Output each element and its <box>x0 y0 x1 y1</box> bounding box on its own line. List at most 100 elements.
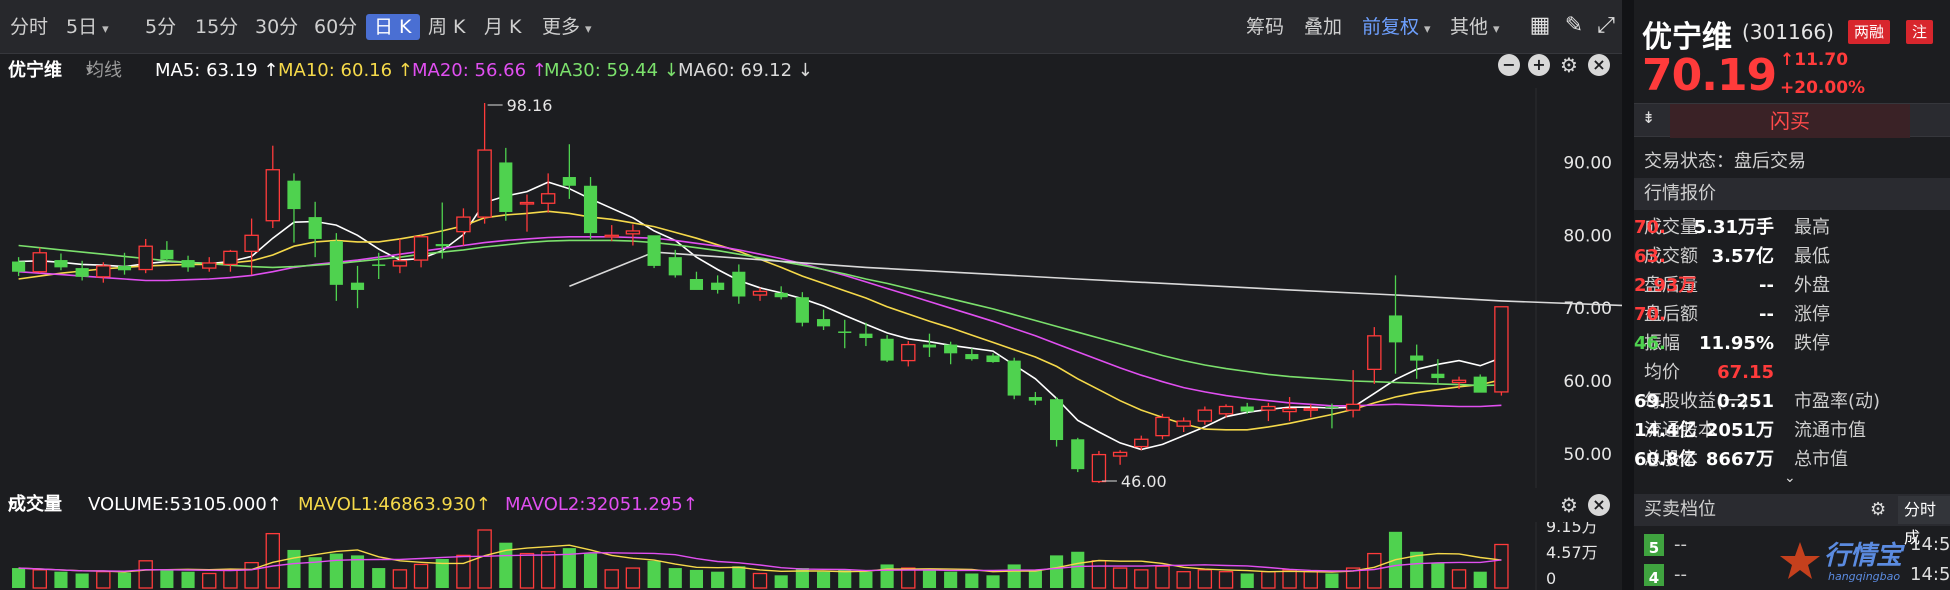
y-tick-label: 50.00 <box>1563 445 1612 465</box>
orderbook-row[interactable]: 4 -- 14:5 <box>1634 561 1950 589</box>
close-icon[interactable]: × <box>1588 494 1610 516</box>
ma-legend-bar: 优宁维 均线 ▾ MA5: 63.19 ↑ MA10: 60.16 ↑ MA20… <box>0 54 1622 88</box>
candle-body <box>32 252 47 273</box>
gear-icon[interactable]: ⚙ <box>1560 493 1578 517</box>
volume-bar <box>774 575 788 588</box>
overlay-button[interactable]: 叠加 <box>1304 16 1343 38</box>
quote-label: 总股本 <box>1644 449 1698 470</box>
collapse-icon[interactable]: ⇟ <box>1642 108 1656 127</box>
volume-bar <box>647 560 661 588</box>
volume-bar <box>1303 571 1318 589</box>
chart-stock-name: 优宁维 <box>8 60 62 81</box>
tab-30min[interactable]: 30分 <box>255 16 299 38</box>
candle-body <box>1112 451 1128 457</box>
candle-body <box>965 354 979 360</box>
y-tick-label: 80.00 <box>1563 226 1612 246</box>
volume-bar <box>329 553 343 588</box>
quote-label: 盘后量 <box>1644 275 1698 296</box>
close-icon[interactable]: × <box>1588 54 1610 76</box>
tab-15min[interactable]: 15分 <box>195 16 239 38</box>
candle-body <box>160 249 174 260</box>
minus-icon[interactable]: − <box>1498 54 1520 76</box>
candle-body <box>477 149 492 218</box>
quote-row: 盘后额 -- 涨停 70. <box>1634 301 1950 329</box>
margin-badge[interactable]: 两融 <box>1848 20 1891 44</box>
candle-body <box>1049 399 1064 441</box>
quote-label: 跌停 <box>1794 333 1830 354</box>
volume-bar <box>965 573 979 588</box>
ma5-value: MA5: 63.19 ↑ <box>155 60 279 81</box>
more-periods-button[interactable]: 更多 ▾ <box>542 16 592 38</box>
volume-bar <box>562 548 576 588</box>
tab-monthly-k[interactable]: 月 K <box>484 16 522 38</box>
ma20-value: MA20: 56.66 ↑ <box>412 60 547 81</box>
candle-body <box>647 235 661 266</box>
volume-bar <box>880 564 894 588</box>
quote-label: 最高 <box>1794 217 1830 238</box>
tab-5day[interactable]: 5日 ▾ <box>66 16 109 38</box>
candle-body <box>1473 376 1487 393</box>
candle-body <box>859 333 873 339</box>
note-badge[interactable]: 注 <box>1906 20 1934 44</box>
volume-chart[interactable]: 9.15万 4.57万 0 <box>0 522 1622 590</box>
gear-icon[interactable]: ⚙ <box>1560 53 1578 77</box>
volume-bar <box>372 568 386 588</box>
candle-body <box>1303 408 1318 411</box>
volume-bar <box>1473 571 1487 588</box>
tab-time-sales[interactable]: 分时成 <box>1898 496 1950 547</box>
candle-body <box>117 265 132 271</box>
volume-bar <box>838 569 852 588</box>
candlestick-chart[interactable]: 90.00 80.00 70.00 60.00 50.00 98.16 46.00 <box>0 88 1622 488</box>
quote-row: 振幅 11.95% 跌停 46. <box>1634 330 1950 358</box>
other-menu-button[interactable]: 其他 ▾ <box>1450 16 1500 38</box>
tab-intraday[interactable]: 分时 <box>10 16 49 38</box>
adjust-select[interactable]: 前复权 ▾ <box>1362 16 1431 38</box>
chips-button[interactable]: 筹码 <box>1246 16 1285 38</box>
candle-body <box>795 297 809 323</box>
volume-bar <box>732 566 746 588</box>
quote-value: 11.95% <box>1699 333 1774 354</box>
pen-icon[interactable]: ✎ <box>1564 13 1584 38</box>
volume-bar <box>1071 551 1085 588</box>
volume-bar <box>1134 569 1149 589</box>
flash-buy-button[interactable]: 闪买 <box>1670 104 1910 138</box>
svg-text:hangqingbao: hangqingbao <box>1828 570 1900 583</box>
candle-body <box>75 268 89 277</box>
quote-row: 成交量 5.31万手 最高 70. <box>1634 214 1950 242</box>
gear-icon[interactable]: ⚙ <box>1870 499 1887 520</box>
tab-daily-k[interactable]: 日 K <box>366 14 420 40</box>
volume-bar <box>1218 571 1234 589</box>
quote-value: 14.4亿 <box>1634 420 1697 441</box>
volume-bar <box>668 568 682 588</box>
tab-60min[interactable]: 60分 <box>314 16 358 38</box>
orderbook-price: -- <box>1674 534 1687 555</box>
candle-body <box>96 265 111 278</box>
volume-bar <box>1494 543 1509 589</box>
volume-bar <box>1367 552 1382 589</box>
quote-row: 总股本 8667万 总市值 60.8亿 <box>1634 446 1950 474</box>
quote-value: 2.93万 <box>1634 275 1697 296</box>
volume-bar <box>711 571 725 588</box>
volume-bar <box>202 572 217 589</box>
stock-name: 优宁维 <box>1642 20 1732 55</box>
panel-divider[interactable] <box>1622 0 1634 590</box>
candle-body <box>1345 403 1361 411</box>
chevron-down-icon[interactable]: ⌄ <box>1784 470 1796 486</box>
candle-body <box>1410 355 1424 361</box>
low-annotation: 46.00 <box>1121 472 1167 488</box>
ma30-line <box>18 239 1502 387</box>
quote-label: 成交额 <box>1644 246 1698 267</box>
volume-bar <box>477 529 492 589</box>
plus-icon[interactable]: + <box>1528 54 1550 76</box>
orderbook-row[interactable]: 5 -- 14:55 <box>1634 531 1950 559</box>
quote-value: 0.251 <box>1717 391 1774 412</box>
ma60-line <box>569 251 1622 307</box>
expand-icon[interactable]: ⤢ <box>1597 13 1615 38</box>
grid-icon[interactable]: ▦ <box>1529 13 1551 38</box>
candle-body <box>1367 335 1382 370</box>
tab-weekly-k[interactable]: 周 K <box>428 16 466 38</box>
tab-5min[interactable]: 5分 <box>145 16 177 38</box>
volume-bar <box>986 575 1000 588</box>
candle-body <box>308 217 322 239</box>
candle-body <box>1261 405 1276 411</box>
